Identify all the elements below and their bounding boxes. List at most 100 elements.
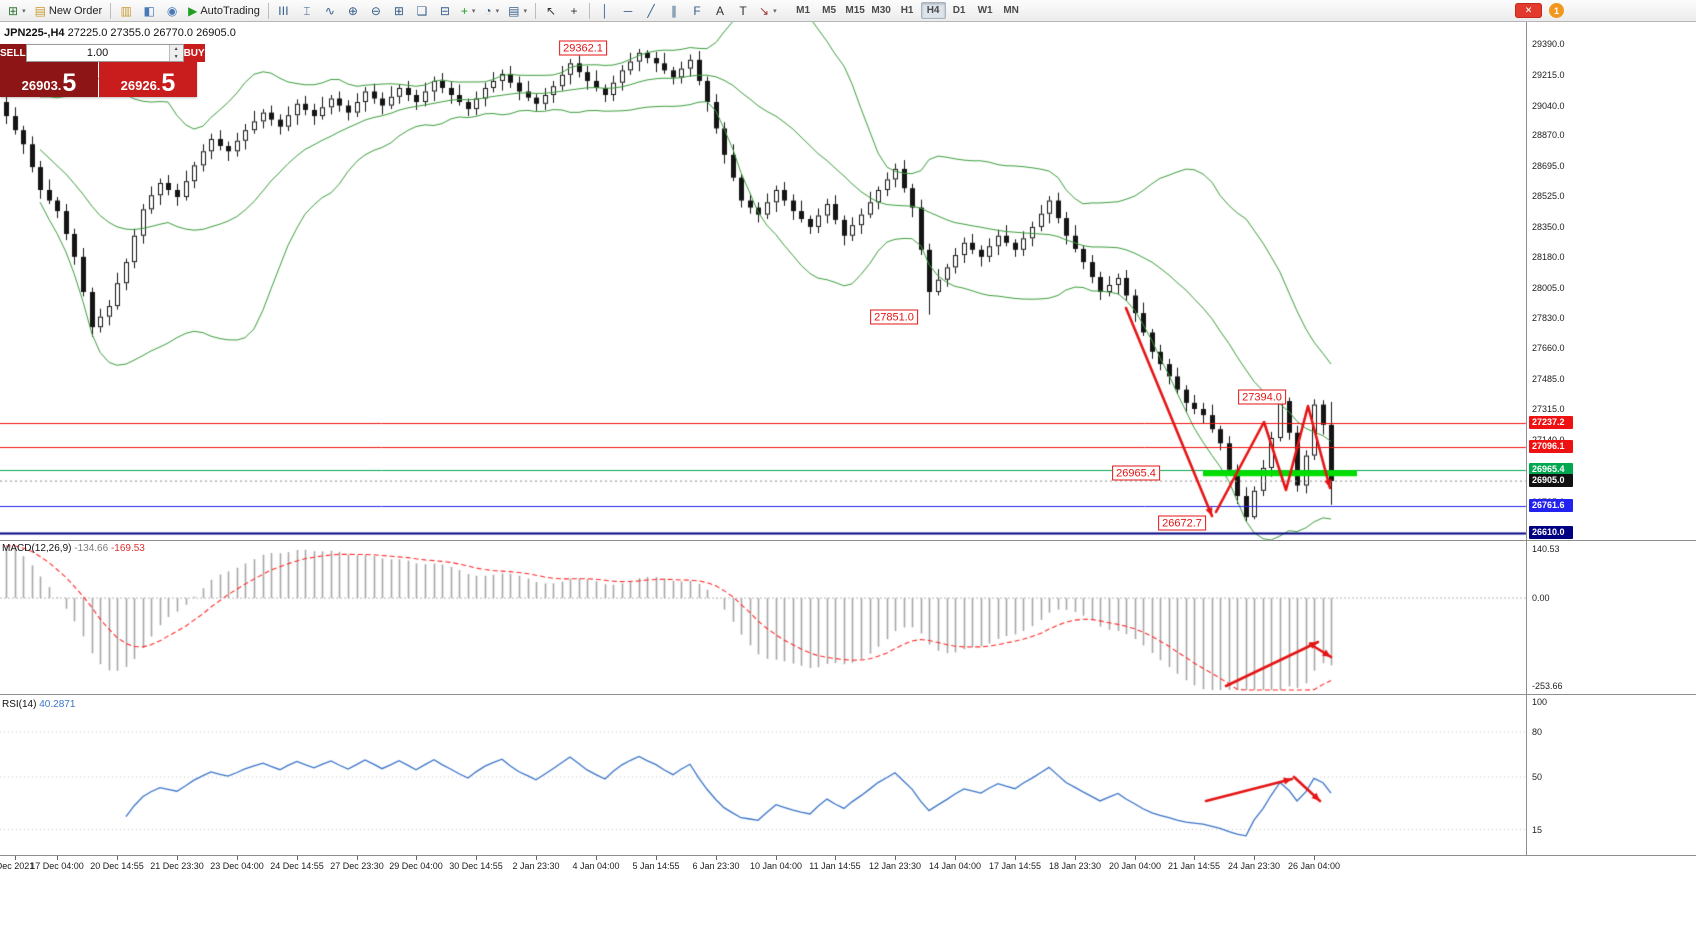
time-axis-tick — [1075, 856, 1076, 860]
time-axis-tick — [596, 856, 597, 860]
price-macd-divider[interactable] — [0, 540, 1696, 541]
time-axis-tick — [776, 856, 777, 860]
price-scale-label: 27315.0 — [1532, 403, 1565, 414]
price-annotation[interactable]: 27394.0 — [1238, 389, 1286, 405]
rsi-scale-label: 100 — [1532, 697, 1548, 707]
trade-widget-prices: 26903. 5 26926. 5 — [0, 62, 197, 97]
cursor-button[interactable]: ↖ — [540, 2, 562, 20]
bar-chart-button[interactable]: ||| — [273, 2, 295, 20]
equidistant-channel-icon: ∥ — [671, 3, 678, 18]
time-axis-label: 14 Jan 04:00 — [928, 861, 982, 871]
zoom-in-button[interactable]: ⊕ — [342, 2, 364, 20]
price-annotation[interactable]: 27851.0 — [870, 309, 918, 325]
navigator-button[interactable]: ◉ — [161, 2, 183, 20]
market-watch-button[interactable]: ◧ — [138, 2, 160, 20]
trendline-button[interactable]: ╱ — [640, 2, 662, 20]
zoom-out-button[interactable]: ⊖ — [365, 2, 387, 20]
time-axis-label: 2 Jan 23:30 — [512, 861, 560, 871]
new-order-button[interactable]: ▤ New Order — [31, 2, 107, 20]
main-toolbar: ⊞ ▾ ▤ New Order ▥ ◧ ◉ ▶ AutoTrading ||| ⌶ ∿ ⊕ ⊖ ⊞ ❏ ⊟ + ▾ ◔… — [0, 0, 1696, 22]
text-button[interactable]: A — [709, 2, 731, 20]
tile-horizontal-button[interactable]: ⊟ — [434, 2, 456, 20]
notification-badge[interactable]: 1 — [1549, 3, 1564, 18]
macd-rsi-divider[interactable] — [0, 694, 1696, 695]
price-scale-label: 27485.0 — [1532, 374, 1565, 385]
price-scale-label: 28180.0 — [1532, 251, 1565, 262]
timeframe-h1-button[interactable]: H1 — [900, 5, 914, 16]
chart-canvas[interactable] — [0, 22, 1696, 941]
cursor-icon: ↖ — [546, 3, 557, 18]
volume-spinner: ▲ ▼ — [168, 45, 183, 61]
macd-scale-label: 0.00 — [1532, 593, 1550, 604]
time-axis-label: 17 Dec 04:00 — [30, 861, 84, 871]
volume-decrease-button[interactable]: ▼ — [169, 53, 183, 61]
cascade-windows-button[interactable]: ❏ — [411, 2, 433, 20]
time-axis-label: 26 Jan 04:00 — [1287, 861, 1341, 871]
price-annotation[interactable]: 29362.1 — [559, 40, 607, 56]
crosshair-icon: + — [570, 3, 578, 18]
price-scale[interactable]: 29390.0 29215.0 29040.0 28870.0 28695.0 28525… — [1528, 22, 1592, 941]
toolbar-items: ⊞ ▾ ▤ New Order ▥ ◧ ◉ ▶ AutoTrading ||| ⌶ ∿ ⊕ ⊖ ⊞ ❏ ⊟ + ▾ ◔… — [4, 2, 781, 20]
time-axis-label: 18 Jan 23:30 — [1048, 861, 1102, 871]
timeframe-m30-button[interactable]: M30 — [871, 5, 891, 16]
rsi-scale-label: 15 — [1532, 824, 1543, 835]
time-axis-label: 10 Jan 04:00 — [749, 861, 803, 871]
buy-price[interactable]: 26926. 5 — [99, 62, 197, 97]
time-axis-label: 21 Jan 14:55 — [1167, 861, 1221, 871]
price-scale-tag: 26761.6 — [1529, 499, 1573, 513]
fibonacci-button[interactable]: F — [686, 2, 708, 20]
buy-button[interactable]: BUY — [183, 44, 205, 62]
template-button[interactable]: ▤ ▾ — [504, 2, 531, 20]
price-annotation[interactable]: 26965.4 — [1112, 465, 1160, 481]
candlestick-chart-button[interactable]: ⌶ — [296, 2, 318, 20]
volume-input[interactable] — [26, 45, 169, 61]
sell-price[interactable]: 26903. 5 — [0, 62, 98, 97]
time-axis-label: 30 Dec 14:55 — [449, 861, 503, 871]
rsi-scale-label: 50 — [1532, 772, 1543, 782]
profiles-icon: ▥ — [120, 3, 132, 18]
macd-scale-label: 140.53 — [1532, 544, 1560, 555]
time-axis-label: 24 Dec 14:55 — [270, 861, 324, 871]
macd-name: MACD(12,26,9) — [2, 543, 72, 554]
tile-horizontal-icon: ⊟ — [439, 3, 450, 18]
time-axis-tick — [177, 856, 178, 860]
timeframe-h4-button[interactable]: H4 — [920, 2, 946, 19]
volume-increase-button[interactable]: ▲ — [169, 45, 183, 53]
time-axis-label: 11 Jan 14:55 — [809, 861, 861, 871]
time-axis-tick — [15, 856, 16, 860]
horizontal-line-button[interactable]: ─ — [617, 2, 639, 20]
price-annotation[interactable]: 26672.7 — [1158, 515, 1206, 531]
price-scale-label: 27830.0 — [1532, 313, 1565, 324]
time-axis-tick — [835, 856, 836, 860]
new-chart-button[interactable]: ⊞ ▾ — [4, 2, 30, 20]
rsi-name: RSI(14) — [2, 699, 37, 710]
profiles-button[interactable]: ▥ — [115, 2, 137, 20]
autotrading-button[interactable]: ▶ AutoTrading — [184, 2, 264, 20]
timeframe-m5-button[interactable]: M5 — [822, 5, 837, 16]
new-chart-icon: ⊞ — [8, 3, 19, 18]
autotrading-icon: ▶ — [188, 3, 198, 18]
arrows-button[interactable]: ↘ ▾ — [755, 2, 781, 20]
sell-button[interactable]: SELL — [0, 44, 26, 62]
tile-windows-button[interactable]: ⊞ — [388, 2, 410, 20]
zoom-out-icon: ⊖ — [370, 3, 381, 18]
crosshair-button[interactable]: + — [563, 2, 585, 20]
time-axis-tick — [237, 856, 238, 860]
close-button[interactable]: ✕ — [1515, 3, 1542, 18]
period-button[interactable]: ◔ ▾ — [480, 2, 503, 20]
candlestick-chart-icon: ⌶ — [303, 3, 311, 18]
vertical-line-button[interactable]: │ — [594, 2, 616, 20]
timeframe-w1-button[interactable]: W1 — [977, 5, 993, 16]
text-label-button[interactable]: T — [732, 2, 754, 20]
text-label-icon: T — [739, 3, 747, 18]
timeframe-d1-button[interactable]: D1 — [952, 5, 966, 16]
timeframe-mn-button[interactable]: MN — [1003, 5, 1019, 16]
sell-price-main: 26903. — [21, 78, 62, 93]
timeframe-m1-button[interactable]: M1 — [796, 5, 811, 16]
rsi-value: 40.2871 — [39, 699, 76, 710]
equidistant-channel-button[interactable]: ∥ — [663, 2, 685, 20]
line-chart-button[interactable]: ∿ — [319, 2, 341, 20]
timeframe-m15-button[interactable]: M15 — [845, 5, 865, 16]
add-indicator-button[interactable]: + ▾ — [457, 2, 480, 20]
